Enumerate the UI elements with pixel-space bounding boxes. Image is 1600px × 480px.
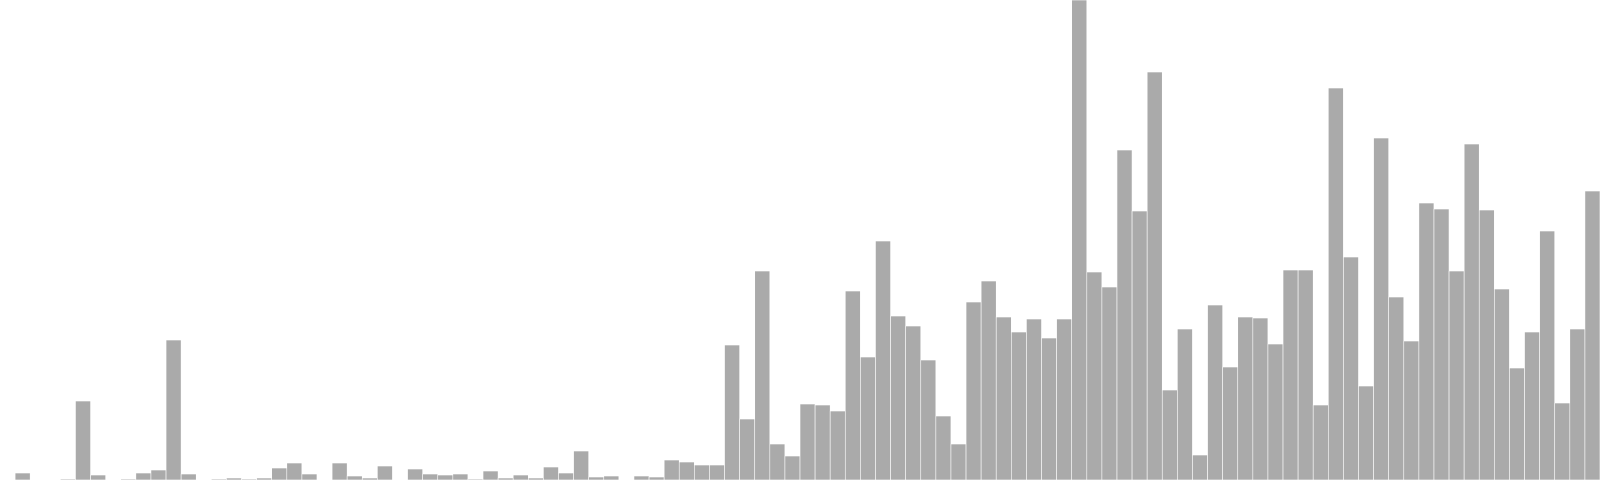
bar-66 (995, 316, 1012, 480)
bar-30 (452, 473, 469, 480)
bar-93 (1403, 340, 1420, 480)
bar-47 (709, 464, 725, 480)
bar-11 (165, 339, 182, 480)
bar-71 (1071, 0, 1088, 480)
bar-92 (1388, 296, 1405, 480)
bar-91 (1373, 137, 1389, 480)
bar-64 (965, 301, 982, 480)
bar-78 (1177, 328, 1193, 480)
bar-80 (1207, 304, 1223, 480)
bar-102 (1539, 230, 1556, 480)
bar-1 (14, 472, 31, 480)
bar-104 (1569, 328, 1586, 480)
bar-40 (603, 475, 620, 480)
bar-62 (935, 415, 952, 480)
bar-20 (301, 473, 318, 480)
bar-68 (1026, 318, 1042, 480)
bar-36 (543, 466, 559, 480)
bar-51 (769, 443, 786, 480)
bar-90 (1358, 385, 1374, 480)
bar-9 (135, 472, 152, 480)
bar-32 (482, 470, 499, 480)
bar-97 (1463, 143, 1480, 480)
bar-57 (860, 356, 876, 480)
bar-63 (950, 443, 967, 480)
bar-19 (286, 462, 303, 480)
bar-25 (377, 465, 393, 480)
bar-42 (633, 475, 650, 480)
bar-75 (1131, 210, 1148, 480)
bar-88 (1328, 87, 1344, 480)
bar-76 (1146, 71, 1163, 480)
bar-27 (407, 468, 423, 480)
bar-44 (663, 459, 680, 480)
bar-54 (814, 404, 831, 480)
bar-98 (1478, 209, 1495, 480)
bar-96 (1448, 270, 1465, 480)
bar-87 (1312, 404, 1329, 480)
bar-89 (1343, 256, 1359, 480)
bar-52 (784, 455, 801, 480)
bar-48 (724, 344, 740, 480)
bar-23 (346, 475, 363, 480)
bar-105 (1584, 190, 1600, 480)
bar-65 (980, 280, 997, 480)
bars-group (14, 0, 1600, 480)
bar-77 (1161, 389, 1178, 480)
bar-28 (422, 473, 439, 480)
bar-101 (1524, 331, 1540, 480)
bar-45 (678, 461, 695, 480)
bar-49 (739, 418, 756, 480)
bar-5 (75, 400, 91, 480)
bar-18 (271, 467, 288, 480)
bar-61 (920, 359, 937, 480)
bar-86 (1297, 269, 1314, 480)
bar-83 (1252, 317, 1269, 480)
bar-85 (1282, 269, 1299, 480)
bar-46 (694, 464, 710, 480)
bar-100 (1509, 367, 1525, 480)
bar-72 (1086, 271, 1103, 480)
bar-74 (1116, 149, 1133, 480)
bar-81 (1222, 366, 1239, 480)
bar-84 (1267, 343, 1284, 480)
bar-34 (512, 474, 529, 480)
bar-94 (1418, 202, 1435, 480)
bar-6 (90, 474, 106, 480)
bar-58 (875, 240, 891, 480)
bar-22 (331, 462, 348, 480)
bar-82 (1237, 316, 1254, 480)
bar-29 (437, 474, 454, 480)
bar-10 (150, 469, 167, 480)
bar-37 (558, 472, 574, 480)
bar-50 (754, 270, 771, 480)
bar-99 (1494, 288, 1510, 480)
bar-59 (890, 315, 906, 480)
bar-53 (799, 403, 816, 480)
bar-67 (1011, 331, 1027, 480)
bar-103 (1554, 402, 1571, 480)
bar-69 (1041, 337, 1057, 480)
bar-38 (573, 450, 589, 480)
bar-56 (844, 290, 861, 480)
bar-79 (1192, 454, 1208, 480)
bar-70 (1056, 318, 1072, 480)
bar-12 (180, 473, 197, 480)
bar-55 (829, 410, 846, 480)
bar-60 (905, 325, 922, 480)
bar-73 (1101, 286, 1118, 480)
bar-95 (1433, 208, 1450, 480)
